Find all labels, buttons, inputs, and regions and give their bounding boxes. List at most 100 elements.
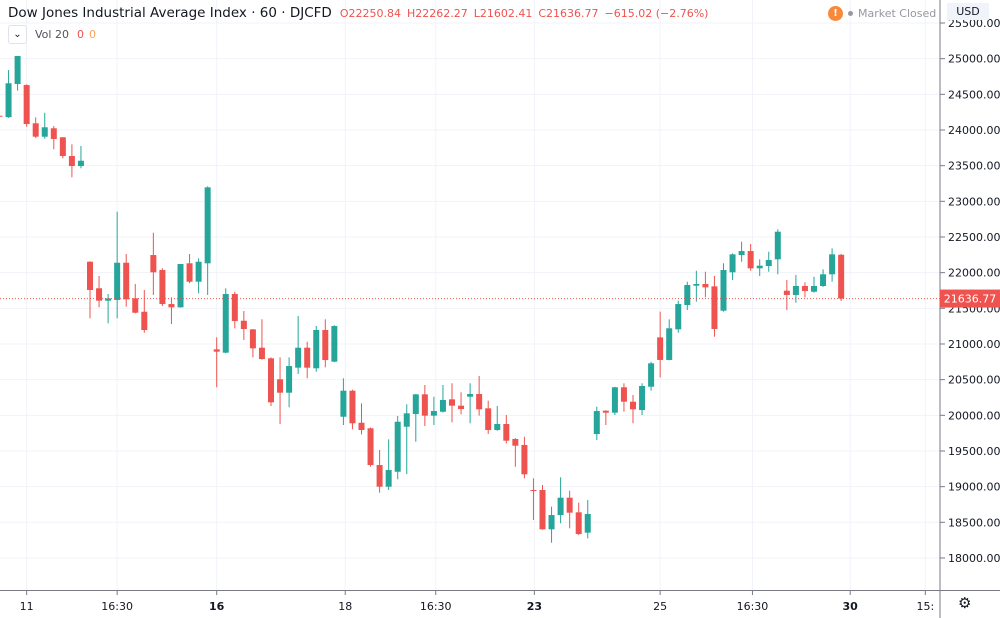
volume-value: 0	[76, 28, 84, 41]
exclamation-circle-icon[interactable]: !	[828, 6, 843, 21]
candle-body	[792, 285, 799, 295]
gear-icon[interactable]: ⚙	[958, 594, 972, 612]
candle-body	[331, 326, 338, 362]
candle-up	[295, 316, 302, 375]
candle-down	[630, 394, 636, 424]
candle-body	[385, 470, 392, 487]
currency-label[interactable]: USD	[947, 3, 989, 20]
candle-down	[620, 383, 627, 412]
candle-body	[322, 330, 329, 361]
candle-down	[367, 427, 374, 467]
candle-body	[159, 270, 166, 305]
candle-up	[467, 383, 474, 424]
candle-down	[0, 115, 3, 117]
candle-body	[575, 512, 582, 535]
volume-ma-value: 0	[88, 28, 96, 41]
candle-up	[494, 406, 501, 431]
candle-body	[476, 393, 483, 410]
candle-down	[657, 311, 664, 378]
candle-up	[584, 499, 591, 539]
candle-down	[304, 341, 311, 379]
candle-body	[430, 411, 437, 416]
candle-body	[150, 255, 157, 273]
candle-down	[747, 243, 754, 271]
candle-body	[783, 290, 790, 295]
candle-body	[584, 514, 591, 533]
candle-body	[231, 293, 238, 322]
candle-body	[738, 251, 745, 256]
candle-down	[50, 126, 57, 150]
candle-down	[240, 311, 247, 340]
candle-down	[123, 254, 130, 307]
candle-up	[765, 251, 772, 272]
candle-down	[349, 389, 356, 430]
candle-down	[213, 337, 220, 388]
candle-up	[720, 263, 727, 312]
candle-body	[521, 444, 528, 475]
price-axis[interactable]: 18000.00 18500.00 19000.00 19500.00 20000.00…	[940, 17, 1000, 565]
candle-up	[114, 211, 121, 319]
candle-body	[467, 393, 474, 397]
candle-body	[114, 262, 121, 300]
candle-body	[96, 288, 103, 301]
price-tick-label: 24000.00	[948, 124, 1000, 137]
candle-down	[449, 383, 455, 423]
candle-body	[765, 260, 772, 267]
candle-up	[820, 269, 827, 287]
candle-up	[675, 300, 682, 333]
candle-body	[602, 410, 609, 413]
low-value: L21602.41	[473, 7, 533, 20]
candle-body	[820, 274, 827, 286]
candle-body	[801, 285, 808, 291]
candle-body	[539, 489, 546, 530]
candle-down	[421, 384, 428, 427]
candle-down	[838, 253, 845, 302]
candle-down	[711, 276, 718, 337]
candle-body	[756, 265, 763, 269]
candle-down	[68, 144, 75, 178]
candle-body	[68, 156, 75, 167]
candle-up	[394, 416, 401, 480]
candle-down	[150, 232, 157, 295]
candle-up	[648, 361, 655, 391]
time-axis[interactable]: 11 16:30 16 18 16:30 23 25 16:30 30 15:	[20, 590, 935, 613]
candle-down	[476, 376, 483, 416]
candle-up	[177, 264, 184, 308]
candle-down	[258, 319, 265, 360]
candle-body	[87, 261, 93, 290]
candle-down	[231, 291, 238, 329]
candle-up	[195, 258, 202, 294]
symbol-title[interactable]: Dow Jones Industrial Average Index · 60 …	[8, 5, 332, 21]
candles	[0, 55, 845, 543]
candle-body	[277, 379, 284, 393]
change-value: −615.02 (−2.76%)	[604, 7, 709, 20]
candle-up	[611, 386, 618, 416]
candle-body	[240, 320, 247, 330]
candle-body	[23, 85, 30, 125]
market-status[interactable]: ! Market Closed	[828, 6, 936, 21]
candle-down	[249, 329, 256, 358]
price-tick-label: 22000.00	[948, 267, 1000, 280]
candle-down	[783, 280, 790, 311]
candle-up	[412, 393, 419, 442]
time-tick-label: 23	[527, 600, 542, 613]
candle-body	[286, 366, 293, 393]
candle-up	[14, 55, 21, 91]
candle-down	[358, 403, 365, 435]
time-tick-label: 25	[653, 600, 667, 613]
candle-body	[258, 347, 265, 360]
candle-body	[32, 123, 39, 137]
chevron-down-icon[interactable]: ⌄	[8, 25, 27, 44]
volume-legend: ⌄ Vol 20 0 0	[8, 25, 96, 44]
candle-up	[286, 357, 293, 408]
candle-up	[340, 378, 347, 426]
candle-body	[693, 283, 700, 286]
price-tick-label: 19000.00	[948, 481, 1000, 494]
candle-body	[41, 127, 48, 137]
volume-label[interactable]: Vol 20	[35, 28, 69, 41]
candle-body	[394, 421, 401, 472]
candle-body	[829, 254, 836, 275]
candle-up	[430, 396, 437, 426]
status-dot-icon	[848, 11, 853, 16]
